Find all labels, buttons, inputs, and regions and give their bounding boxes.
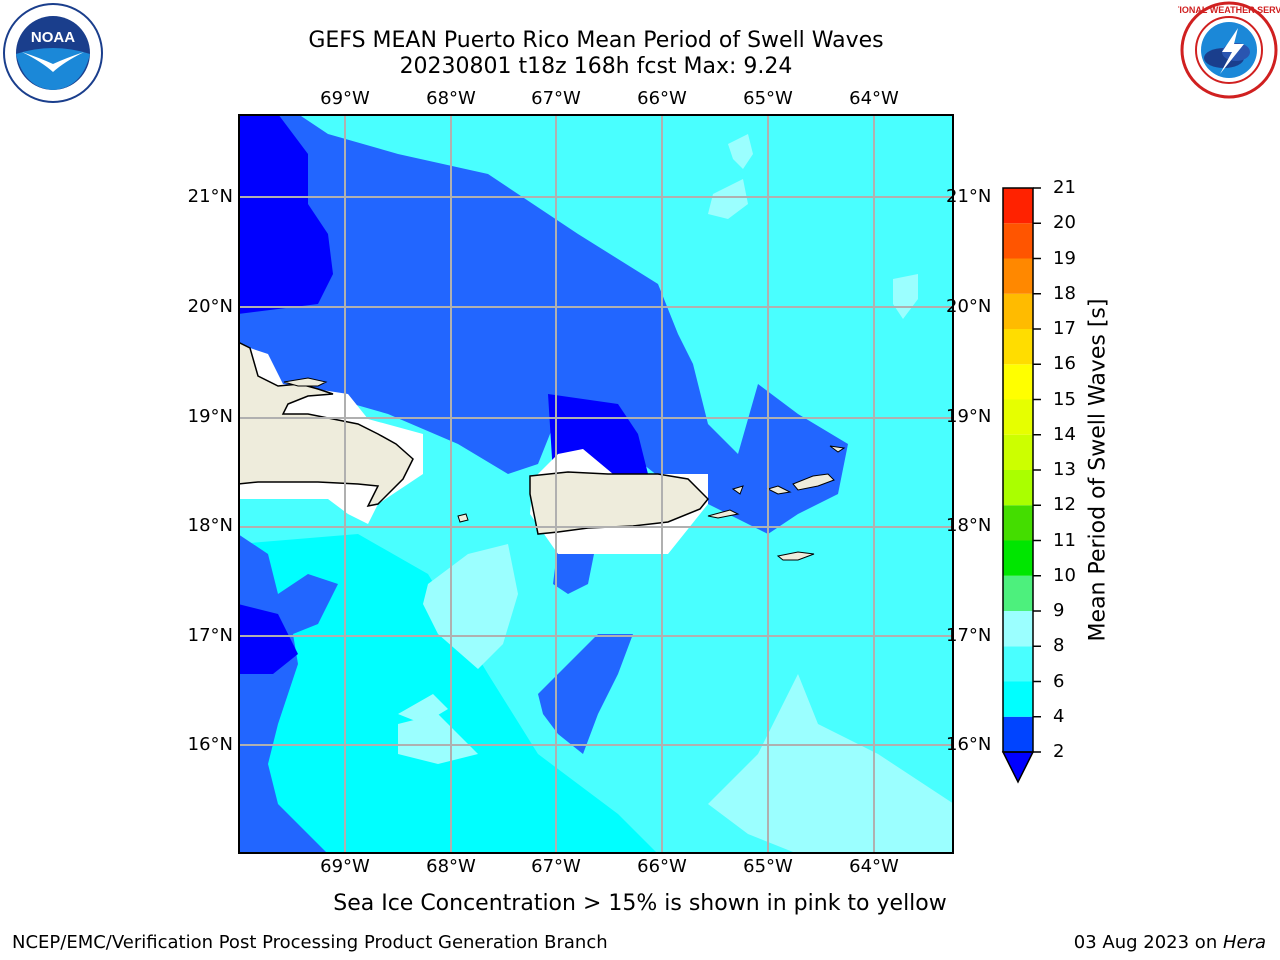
colorbar-under-arrow [1001,751,1035,784]
gridlines [238,114,954,854]
lat-label-left: 17°N [187,625,233,646]
lon-label-top: 65°W [743,88,793,109]
sea-ice-caption: Sea Ice Concentration > 15% is shown in … [333,891,947,916]
lat-label-left: 19°N [187,406,233,427]
colorbar-tick-label: 12 [1053,494,1076,516]
lat-label-left: 21°N [187,186,233,207]
colorbar-tick-label: 15 [1053,388,1076,410]
colorbar-segment [1003,399,1033,435]
lat-label-right: 18°N [946,515,992,536]
lat-label-left: 18°N [187,515,233,536]
ocean-pale-region [398,714,478,764]
lon-label-bottom: 64°W [849,856,899,877]
ocean-pale-region [708,674,954,854]
colorbar-segment [1003,364,1033,400]
lat-label-right: 21°N [946,186,992,207]
footer-machine: Hera [1222,932,1266,953]
colorbar-tick-label: 14 [1053,423,1076,445]
lon-label-top: 67°W [531,88,581,109]
lon-label-top: 66°W [637,88,687,109]
puerto-rico-land [529,471,710,535]
colorbar-segment [1003,611,1033,647]
colorbar-segment [1003,329,1033,365]
nws-logo: NATIONAL WEATHER SERVICE [1178,1,1280,99]
colorbar-segment [1003,575,1033,611]
colorbar-title: Mean Period of Swell Waves [s] [1085,298,1111,642]
colorbar-tick-label: 4 [1053,705,1065,727]
chart-title: GEFS MEAN Puerto Rico Mean Period of Swe… [308,28,884,53]
footer-date-text: 03 Aug 2023 on [1073,932,1223,953]
lon-label-top: 64°W [849,88,899,109]
colorbar-segment [1003,188,1033,224]
colorbar-tick-label: 8 [1053,635,1065,657]
colorbar-segment [1003,505,1033,541]
colorbar-segment [1003,681,1033,717]
colorbar [1001,187,1041,784]
footer-branch: NCEP/EMC/Verification Post Processing Pr… [12,932,608,953]
lat-label-right: 16°N [946,734,992,755]
island-vieques [707,509,740,519]
colorbar-tick-label: 9 [1053,600,1065,621]
colorbar-tick-label: 11 [1053,529,1076,551]
colorbar-segment [1003,716,1033,752]
ocean-pale-region [728,134,753,169]
island-mona [457,513,469,523]
colorbar-tick-label: 21 [1053,177,1076,198]
colorbar-segment [1003,470,1033,506]
lat-label-right: 20°N [946,296,992,317]
colorbar-tick-label: 19 [1053,247,1076,269]
ocean-pale-region [423,544,518,669]
ocean-pale-region [708,179,748,219]
island-small [731,485,744,495]
ocean-blue-region [238,114,848,534]
colorbar-tick-label: 20 [1053,212,1076,234]
colorbar-tick-label: 13 [1053,459,1076,480]
ocean-blue-region [538,634,633,754]
island-virgin [792,473,835,491]
colorbar-tick-label: 18 [1053,282,1076,304]
lon-label-bottom: 65°W [743,856,793,877]
lon-label-bottom: 67°W [531,856,581,877]
footer-date: 03 Aug 2023 on Hera [1074,932,1266,953]
colorbar-segment [1003,293,1033,329]
colorbar-segment [1003,258,1033,294]
island-st-croix [776,551,815,561]
colorbar-segment [1003,434,1033,470]
island-virgin [766,485,792,495]
lon-label-bottom: 69°W [320,856,370,877]
colorbar-tick-label: 17 [1053,318,1076,339]
lat-label-left: 20°N [187,296,233,317]
noaa-logo: NOAA [3,3,103,103]
ocean-dark-region [238,604,298,674]
svg-text:NOAA: NOAA [31,29,75,46]
map-panel [238,114,954,854]
lon-label-top: 69°W [320,88,370,109]
svg-text:NATIONAL WEATHER SERVICE: NATIONAL WEATHER SERVICE [1178,5,1280,15]
colorbar-tick-label: 10 [1053,564,1076,586]
colorbar-tick-label: 6 [1053,670,1065,692]
colorbar-tick-label: 2 [1053,741,1065,762]
lat-label-left: 16°N [187,734,233,755]
lon-label-bottom: 66°W [637,856,687,877]
island-anegada [829,445,846,453]
island-small [283,377,328,387]
colorbar-segment [1003,646,1033,682]
chart-subtitle: 20230801 t18z 168h fcst Max: 9.24 [399,54,793,79]
lon-label-top: 68°W [426,88,476,109]
lat-label-right: 17°N [946,625,992,646]
lat-label-right: 19°N [946,406,992,427]
colorbar-segment [1003,223,1033,259]
colorbar-segment [1003,540,1033,576]
ocean-dark-region [238,114,333,314]
lon-label-bottom: 68°W [426,856,476,877]
colorbar-tick-label: 16 [1053,353,1076,375]
